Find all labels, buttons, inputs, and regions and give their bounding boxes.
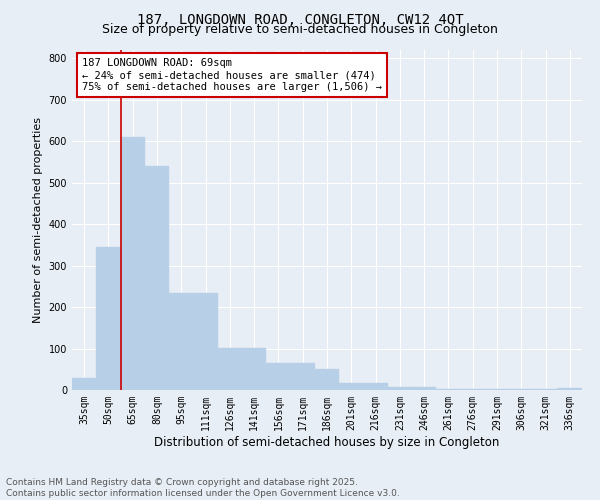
Bar [388,386,412,390]
Bar [315,370,339,390]
Bar [266,363,290,390]
Bar [242,348,266,390]
Bar [339,382,364,390]
Bar [121,137,145,390]
X-axis label: Distribution of semi-detached houses by size in Congleton: Distribution of semi-detached houses by … [154,436,500,448]
Bar [169,292,193,390]
Text: 187 LONGDOWN ROAD: 69sqm
← 24% of semi-detached houses are smaller (474)
75% of : 187 LONGDOWN ROAD: 69sqm ← 24% of semi-d… [82,58,382,92]
Text: 187, LONGDOWN ROAD, CONGLETON, CW12 4QT: 187, LONGDOWN ROAD, CONGLETON, CW12 4QT [137,12,463,26]
Bar [72,378,96,390]
Bar [412,386,436,390]
Bar [96,247,121,390]
Bar [485,389,509,390]
Bar [461,389,485,390]
Bar [364,382,388,390]
Bar [218,348,242,390]
Y-axis label: Number of semi-detached properties: Number of semi-detached properties [33,117,43,323]
Text: Contains HM Land Registry data © Crown copyright and database right 2025.
Contai: Contains HM Land Registry data © Crown c… [6,478,400,498]
Bar [533,389,558,390]
Bar [145,166,169,390]
Text: Size of property relative to semi-detached houses in Congleton: Size of property relative to semi-detach… [102,22,498,36]
Bar [290,363,315,390]
Bar [436,389,461,390]
Bar [509,389,533,390]
Bar [193,292,218,390]
Bar [558,388,582,390]
